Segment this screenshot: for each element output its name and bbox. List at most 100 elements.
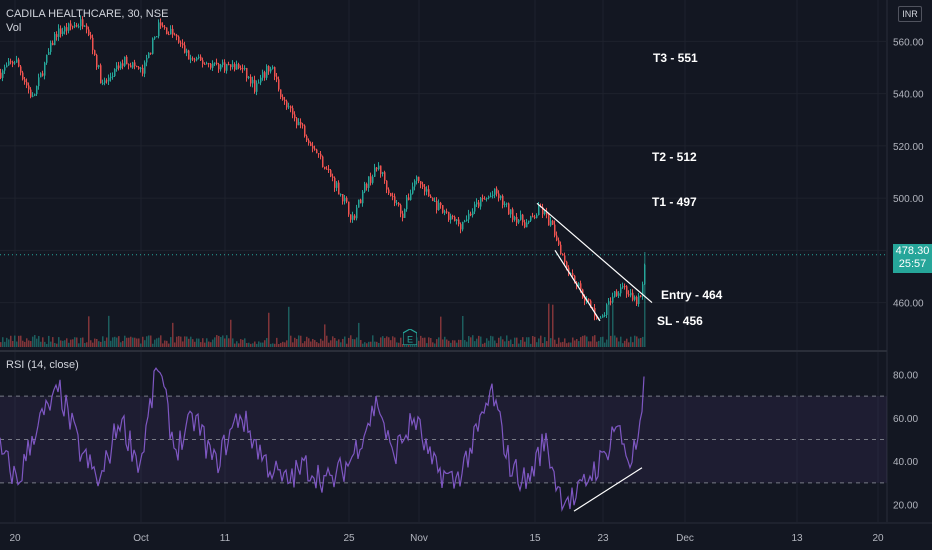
candle-body: [116, 65, 118, 70]
candle-body: [604, 315, 606, 317]
volume-bar: [8, 339, 10, 347]
volume-bar: [594, 335, 596, 347]
volume-bar: [332, 336, 334, 347]
candle-body: [638, 295, 640, 304]
target-2-label[interactable]: T2 - 512: [652, 150, 697, 164]
candle-body: [228, 64, 230, 66]
candle-body: [118, 65, 120, 69]
candle-body: [502, 195, 504, 205]
candle-body: [454, 216, 456, 222]
earnings-event-marker[interactable]: E: [403, 329, 417, 345]
volume-bar: [364, 342, 366, 347]
candle-body: [244, 68, 246, 70]
candle-body: [242, 68, 244, 70]
volume-bar: [132, 337, 134, 347]
volume-bar: [342, 338, 344, 347]
channel-trendline: [554, 250, 601, 322]
rsi-tick-label: 80.00: [893, 370, 918, 381]
candle-body: [254, 79, 256, 92]
candle-body: [98, 65, 100, 68]
candle-body: [580, 283, 582, 290]
candle-body: [634, 296, 636, 300]
candle-body: [510, 209, 512, 215]
candle-body: [628, 294, 630, 296]
candle-body: [270, 68, 272, 72]
target-3-label[interactable]: T3 - 551: [653, 51, 698, 65]
volume-bar: [474, 341, 476, 347]
volume-bar: [268, 312, 270, 347]
candle-body: [440, 202, 442, 206]
candle-body: [504, 203, 506, 205]
candle-body: [404, 209, 406, 218]
volume-bar: [642, 336, 644, 347]
candle-body: [142, 67, 144, 74]
candle-body: [518, 219, 520, 223]
volume-bar: [480, 336, 482, 347]
target-1-label[interactable]: T1 - 497: [652, 195, 697, 209]
candle-body: [552, 220, 554, 225]
candle-body: [340, 194, 342, 196]
symbol-title[interactable]: CADILA HEALTHCARE, 30, NSE: [6, 8, 169, 20]
volume-bar: [402, 343, 404, 347]
candle-body: [264, 72, 266, 78]
volume-bar: [434, 343, 436, 347]
candle-body: [584, 297, 586, 302]
volume-bar: [622, 343, 624, 347]
volume-bar: [638, 338, 640, 347]
candle-body: [282, 97, 284, 100]
volume-label[interactable]: Vol: [6, 22, 22, 34]
volume-bar: [450, 342, 452, 347]
candle-body: [10, 61, 12, 63]
volume-bar: [430, 338, 432, 347]
candle-body: [418, 176, 420, 182]
volume-bar: [302, 343, 304, 347]
volume-bar: [114, 336, 116, 347]
stop-loss-label[interactable]: SL - 456: [657, 314, 703, 328]
candle-body: [476, 202, 478, 205]
volume-bar: [28, 340, 30, 347]
candle-body: [66, 27, 68, 31]
candle-body: [570, 273, 572, 275]
volume-bar: [384, 338, 386, 347]
volume-bar: [576, 338, 578, 347]
volume-bar: [160, 335, 162, 347]
candle-body: [290, 106, 292, 109]
entry-label[interactable]: Entry - 464: [661, 288, 723, 302]
candle-body: [178, 36, 180, 43]
volume-bar: [336, 340, 338, 347]
time-axis[interactable]: 20 Oct 11 25 Nov 15 23 Dec 13 20: [9, 533, 884, 544]
rsi-axis[interactable]: 20.00 40.00 60.00 80.00: [893, 370, 918, 511]
candle-body: [260, 77, 262, 83]
volume-bar: [142, 336, 144, 347]
volume-bar: [306, 336, 308, 347]
candle-body: [200, 56, 202, 61]
candle-body: [542, 207, 544, 215]
candle-body: [280, 89, 282, 98]
candle-body: [174, 34, 176, 36]
candle-body: [82, 19, 84, 27]
rsi-line: [0, 367, 645, 512]
volume-bar: [320, 338, 322, 347]
rsi-tick-label: 20.00: [893, 501, 918, 512]
price-tick-label: 540.00: [893, 90, 924, 101]
candle-body: [342, 194, 344, 202]
candle-body: [334, 177, 336, 188]
volume-bar: [326, 335, 328, 347]
volume-bar: [150, 335, 152, 347]
volume-bar: [48, 335, 50, 347]
candle-body: [376, 167, 378, 170]
volume-bar: [170, 337, 172, 347]
volume-bar: [578, 341, 580, 347]
candle-body: [382, 172, 384, 174]
rsi-title[interactable]: RSI (14, close): [6, 359, 79, 371]
candle-body: [328, 168, 330, 171]
candle-body: [528, 220, 530, 223]
candle-body: [194, 59, 196, 61]
volume-bar: [82, 337, 84, 347]
currency-badge[interactable]: INR: [898, 6, 922, 22]
volume-bar: [88, 316, 90, 347]
volume-bar: [224, 338, 226, 347]
candle-body: [610, 301, 612, 303]
volume-bar: [422, 337, 424, 347]
